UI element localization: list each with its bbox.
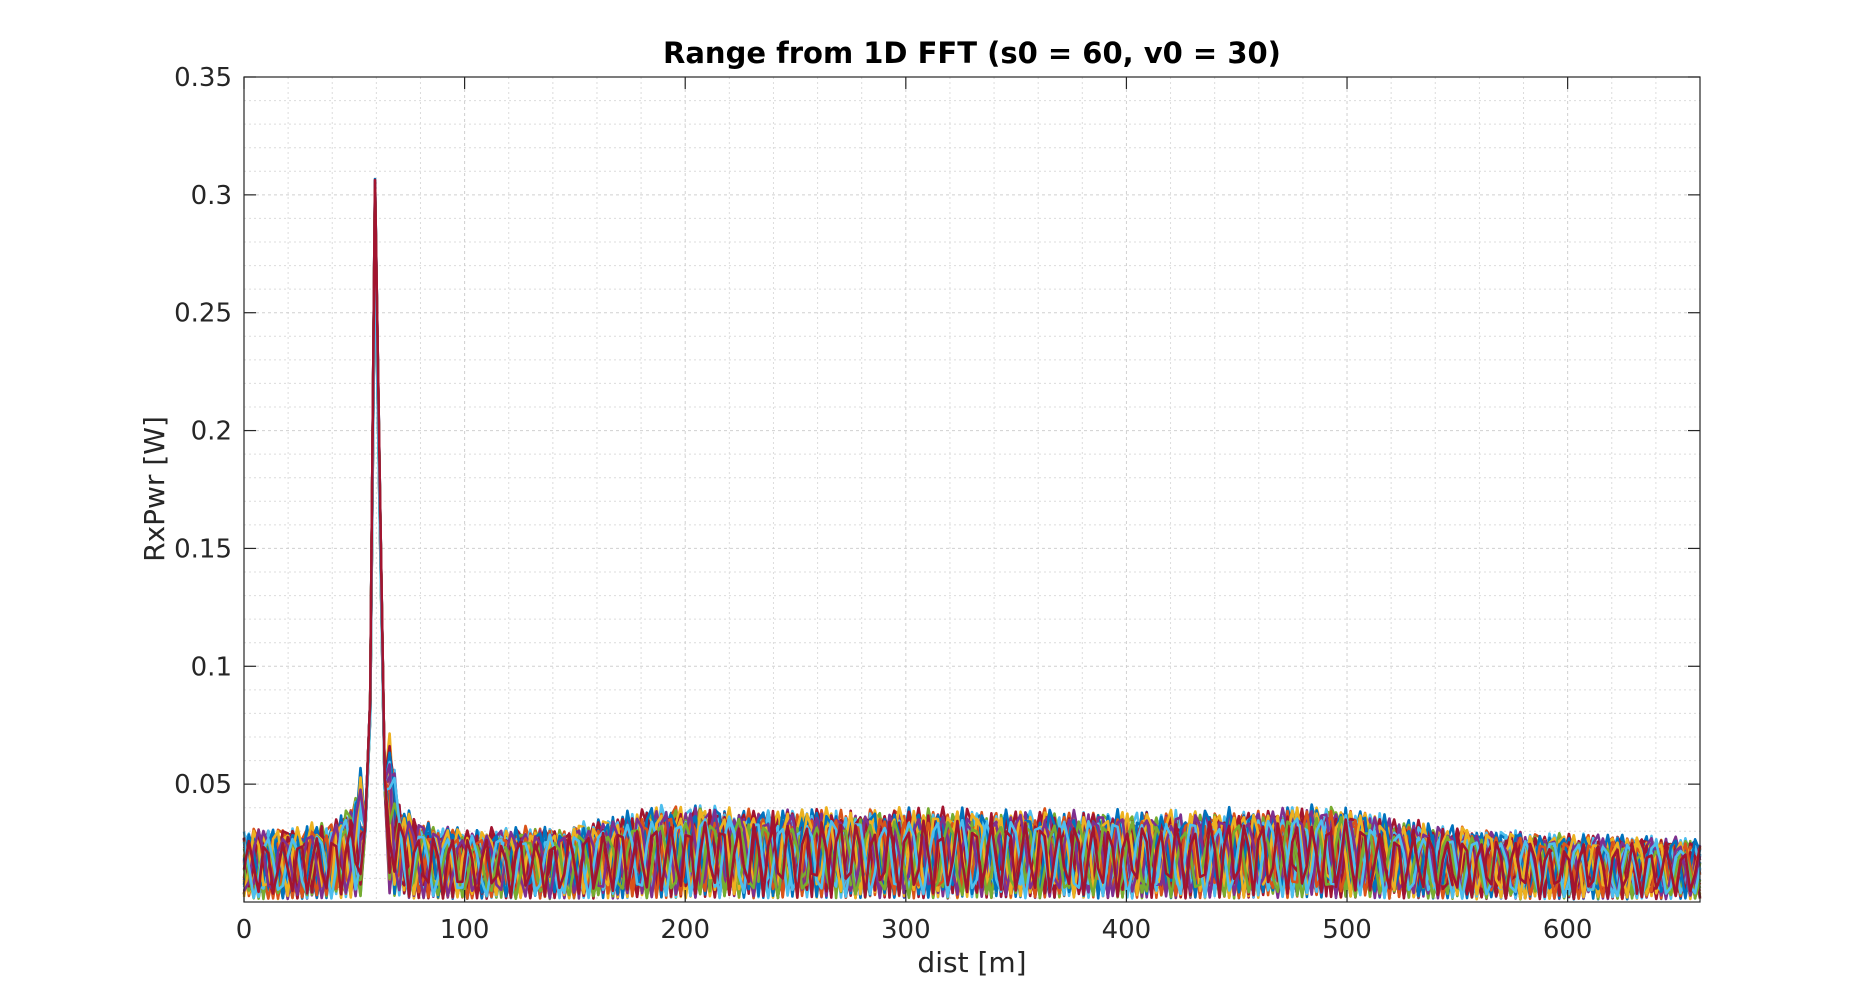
plot-area-frame xyxy=(243,76,1701,903)
y-tick-label: 0.3 xyxy=(191,181,232,211)
y-tick-label: 0.1 xyxy=(191,652,232,682)
x-axis-label: dist [m] xyxy=(917,946,1026,979)
y-tick-label: 0.35 xyxy=(174,63,232,93)
x-tick-label: 200 xyxy=(660,915,710,945)
x-tick-label: 600 xyxy=(1543,915,1593,945)
series-line-42 xyxy=(242,178,1702,901)
x-tick-label: 100 xyxy=(440,915,490,945)
y-tick-label: 0.2 xyxy=(191,417,232,447)
x-tick-label: 0 xyxy=(236,915,253,945)
y-axis-label: RxPwr [W] xyxy=(138,416,171,562)
x-tick-label: 500 xyxy=(1322,915,1372,945)
x-tick-label: 400 xyxy=(1102,915,1152,945)
chart-title: Range from 1D FFT (s0 = 60, v0 = 30) xyxy=(663,36,1281,70)
y-tick-label: 0.15 xyxy=(174,534,232,564)
y-tick-label: 0.05 xyxy=(174,770,232,800)
y-tick-label: 0.25 xyxy=(174,299,232,329)
series-line-41 xyxy=(242,249,1702,900)
x-tick-label: 300 xyxy=(881,915,931,945)
